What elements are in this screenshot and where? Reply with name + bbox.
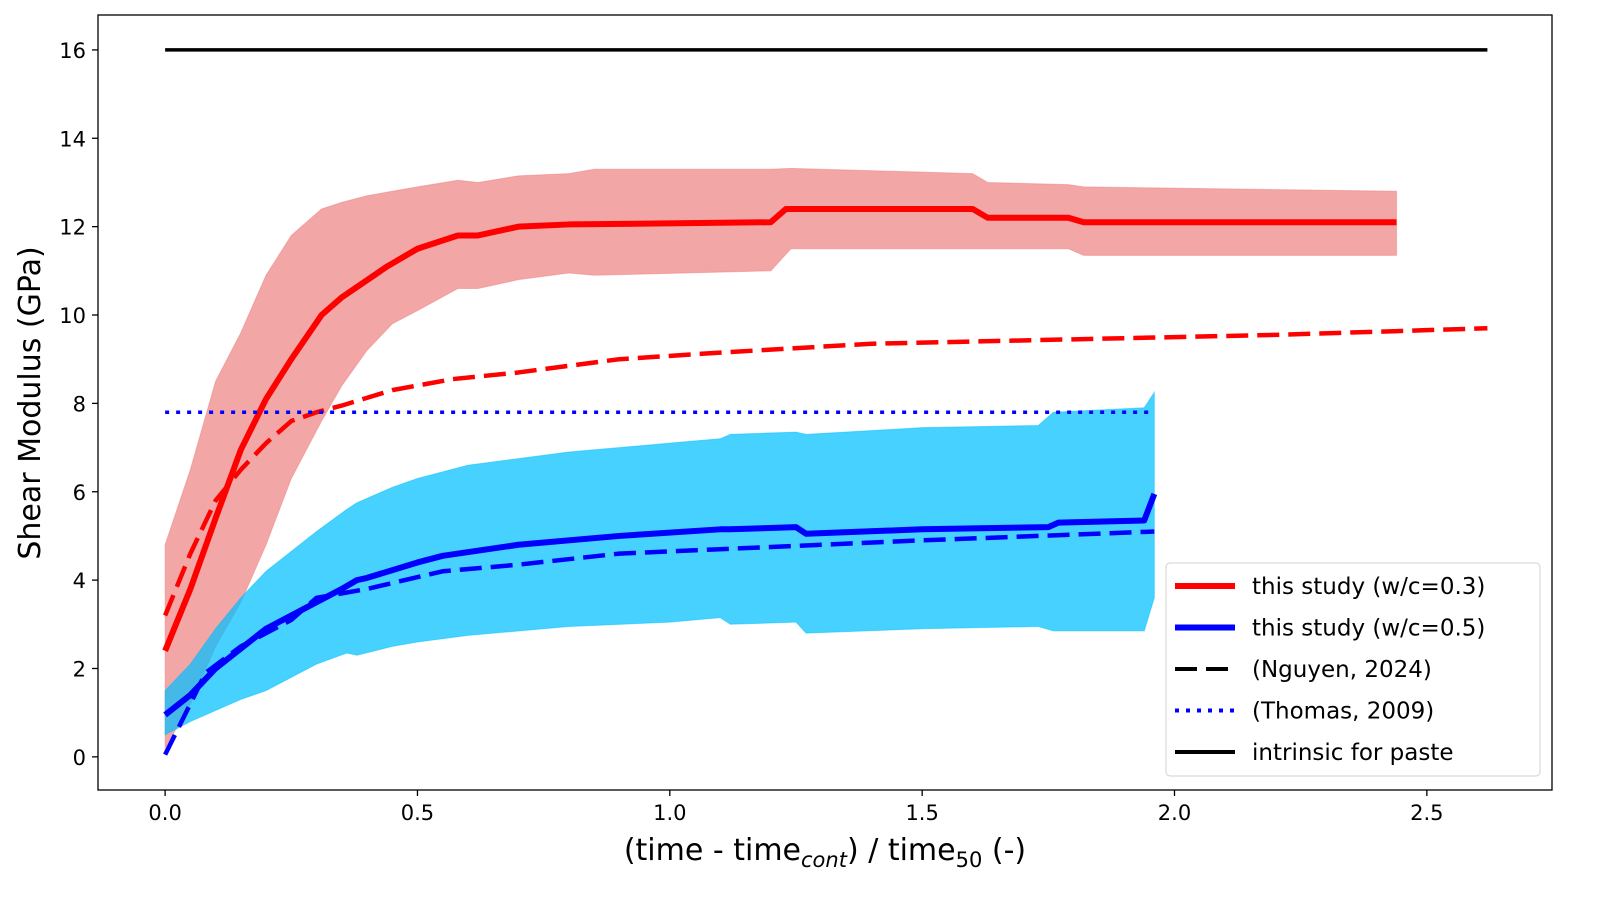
plot-frame (97, 14, 1553, 791)
series-line-1 (163, 492, 1158, 718)
legend-label: (Nguyen, 2024) (1252, 657, 1432, 683)
x-tick-label: 0.5 (401, 801, 434, 825)
legend: this study (w/c=0.3) this study (w/c=0.5)… (1165, 562, 1541, 777)
series-lines (162, 48, 1488, 756)
y-tick-label: 2 (73, 657, 86, 681)
x-tick-label: 2.5 (1410, 801, 1443, 825)
x-tick-label: 1.5 (905, 801, 938, 825)
y-tick-label: 10 (59, 304, 86, 328)
series-line-3 (163, 529, 1155, 756)
x-axis-label: (time - timecont) / time50 (-) (624, 833, 1026, 872)
y-axis-ticks: 0 2 4 6 8 10 12 14 16 (59, 39, 98, 770)
legend-label: (Thomas, 2009) (1252, 699, 1434, 725)
y-axis-label: Shear Modulus (GPa) (13, 246, 48, 559)
y-tick-label: 0 (73, 746, 86, 770)
y-tick-label: 6 (73, 481, 86, 505)
uncertainty-bands (164, 167, 1398, 750)
x-tick-label: 1.0 (653, 801, 686, 825)
y-tick-label: 8 (73, 392, 86, 416)
legend-box (1165, 562, 1541, 777)
band-0 (164, 167, 1398, 750)
legend-label: intrinsic for paste (1252, 740, 1454, 766)
y-tick-label: 12 (59, 216, 86, 240)
y-tick-label: 14 (59, 127, 86, 151)
y-tick-label: 4 (73, 569, 86, 593)
band-1 (164, 390, 1155, 736)
x-tick-label: 0.0 (148, 801, 181, 825)
series-line-2 (163, 326, 1488, 617)
series-line-0 (162, 205, 1397, 652)
y-tick-label: 16 (59, 39, 86, 63)
legend-label: this study (w/c=0.5) (1252, 616, 1485, 642)
legend-label: this study (w/c=0.3) (1252, 574, 1485, 600)
x-tick-label: 2.0 (1158, 801, 1191, 825)
x-axis-ticks: 0.0 0.5 1.0 1.5 2.0 2.5 (148, 790, 1444, 825)
